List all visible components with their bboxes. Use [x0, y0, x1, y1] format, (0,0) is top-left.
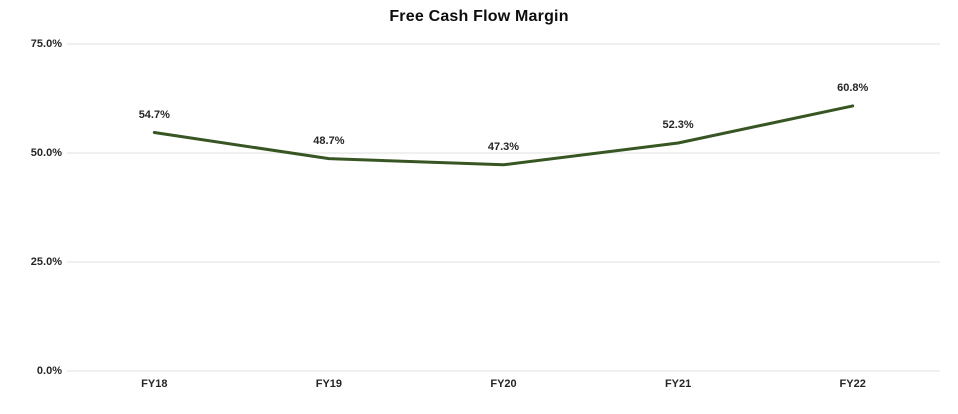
- x-axis-tick-label: FY22: [839, 378, 866, 390]
- line-series: [152, 104, 855, 167]
- data-label: 60.8%: [837, 81, 869, 94]
- y-axis-tick-label: 50.0%: [30, 147, 62, 159]
- chart-title: Free Cash Flow Margin: [389, 8, 569, 25]
- data-label: 52.3%: [662, 118, 694, 131]
- data-label: 48.7%: [313, 134, 345, 147]
- x-axis-tick-label: FY19: [315, 378, 343, 390]
- x-axis-tick-label: FY18: [141, 378, 168, 390]
- y-axis-tick-label: 75.0%: [30, 38, 62, 50]
- y-axis-tick-label: 0.0%: [36, 365, 62, 377]
- y-axis-tick-label: 25.0%: [30, 256, 62, 268]
- x-axis-tick-label: FY20: [490, 378, 517, 390]
- data-label: 47.3%: [487, 140, 520, 153]
- data-label: 54.7%: [138, 108, 170, 121]
- x-axis-tick-label: FY21: [664, 378, 692, 390]
